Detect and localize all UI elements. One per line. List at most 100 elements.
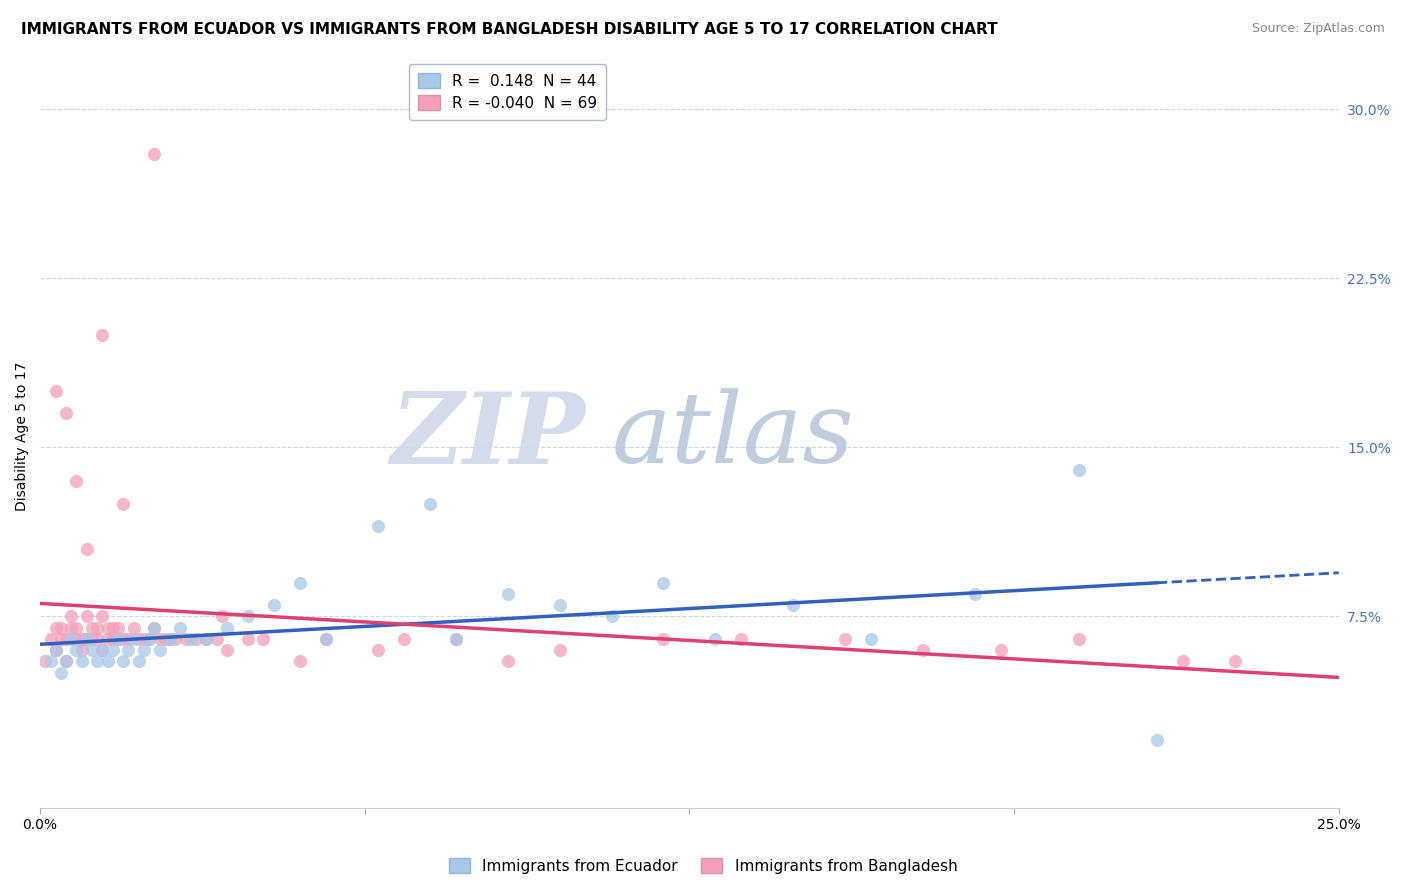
Point xyxy=(149,643,172,657)
Point xyxy=(180,632,202,646)
Point xyxy=(444,632,467,646)
Point xyxy=(112,632,135,646)
Point xyxy=(315,632,337,646)
Point xyxy=(55,655,77,669)
Point xyxy=(1067,632,1090,646)
Point xyxy=(174,632,197,646)
Point xyxy=(70,632,93,646)
Point xyxy=(45,643,67,657)
Point xyxy=(1171,655,1194,669)
Point xyxy=(101,621,124,635)
Point xyxy=(76,632,98,646)
Point xyxy=(86,655,108,669)
Point xyxy=(97,655,120,669)
Point xyxy=(548,598,571,612)
Point xyxy=(101,632,124,646)
Point xyxy=(159,632,181,646)
Point xyxy=(1223,655,1246,669)
Point xyxy=(263,598,285,612)
Point xyxy=(49,621,72,635)
Point xyxy=(860,632,883,646)
Point xyxy=(990,643,1012,657)
Point xyxy=(153,632,176,646)
Point xyxy=(112,497,135,511)
Point xyxy=(730,632,752,646)
Point xyxy=(39,632,62,646)
Point xyxy=(49,632,72,646)
Point xyxy=(107,632,129,646)
Point xyxy=(252,632,274,646)
Point xyxy=(60,632,83,646)
Point xyxy=(80,632,103,646)
Point xyxy=(91,643,114,657)
Point xyxy=(101,643,124,657)
Point xyxy=(70,643,93,657)
Point xyxy=(965,587,987,601)
Point xyxy=(217,643,239,657)
Point xyxy=(60,609,83,624)
Point xyxy=(76,541,98,556)
Text: IMMIGRANTS FROM ECUADOR VS IMMIGRANTS FROM BANGLADESH DISABILITY AGE 5 TO 17 COR: IMMIGRANTS FROM ECUADOR VS IMMIGRANTS FR… xyxy=(21,22,998,37)
Point xyxy=(138,632,160,646)
Point xyxy=(288,575,311,590)
Point xyxy=(39,655,62,669)
Point xyxy=(143,621,166,635)
Point xyxy=(704,632,727,646)
Point xyxy=(97,632,120,646)
Point xyxy=(91,609,114,624)
Point xyxy=(132,643,155,657)
Point xyxy=(91,327,114,342)
Point xyxy=(652,575,675,590)
Point xyxy=(195,632,218,646)
Point xyxy=(169,621,191,635)
Point xyxy=(55,407,77,421)
Point xyxy=(55,655,77,669)
Point xyxy=(91,643,114,657)
Point xyxy=(112,655,135,669)
Point xyxy=(184,632,207,646)
Point xyxy=(86,621,108,635)
Point xyxy=(444,632,467,646)
Point xyxy=(367,519,389,533)
Point xyxy=(45,621,67,635)
Text: ZIP: ZIP xyxy=(391,388,585,484)
Point xyxy=(392,632,415,646)
Text: atlas: atlas xyxy=(612,388,855,483)
Point xyxy=(117,643,139,657)
Point xyxy=(60,621,83,635)
Point xyxy=(496,587,519,601)
Point xyxy=(80,621,103,635)
Point xyxy=(236,609,259,624)
Point xyxy=(70,655,93,669)
Point xyxy=(45,384,67,398)
Point xyxy=(65,621,87,635)
Point xyxy=(834,632,856,646)
Point xyxy=(236,632,259,646)
Point xyxy=(1067,463,1090,477)
Point xyxy=(165,632,187,646)
Point xyxy=(143,621,166,635)
Point xyxy=(117,632,139,646)
Point xyxy=(367,643,389,657)
Point xyxy=(45,643,67,657)
Point xyxy=(128,632,150,646)
Point xyxy=(419,497,441,511)
Point xyxy=(107,621,129,635)
Point xyxy=(912,643,935,657)
Point xyxy=(34,655,56,669)
Text: Source: ZipAtlas.com: Source: ZipAtlas.com xyxy=(1251,22,1385,36)
Point xyxy=(288,655,311,669)
Point xyxy=(315,632,337,646)
Point xyxy=(138,632,160,646)
Point xyxy=(97,621,120,635)
Point xyxy=(80,643,103,657)
Point xyxy=(55,632,77,646)
Point xyxy=(782,598,804,612)
Point xyxy=(217,621,239,635)
Point xyxy=(86,632,108,646)
Point xyxy=(122,621,145,635)
Point xyxy=(159,632,181,646)
Point xyxy=(600,609,623,624)
Point xyxy=(49,665,72,680)
Point xyxy=(548,643,571,657)
